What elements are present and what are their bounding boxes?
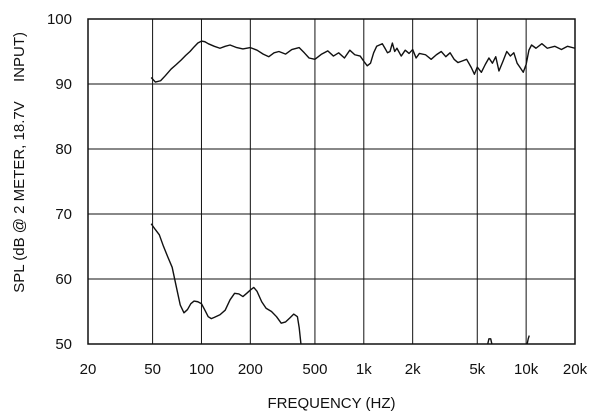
series-line-2 [150,223,302,345]
plot-frame [87,18,576,345]
y-tick-label: 50 [55,336,72,353]
y-tick-label: 70 [55,206,72,223]
y-axis-title: SPL (dB @ 2 METER, 18.7V INPUT) [11,32,28,293]
y-tick-label: 60 [55,271,72,288]
series-layer [150,40,576,345]
x-tick-label: 2k [405,361,421,378]
y-tick-label: 90 [55,76,72,93]
x-tick-label: 20 [80,361,97,378]
x-tick-label: 500 [302,361,327,378]
x-tick-label: 5k [469,361,485,378]
series-line-4 [526,335,530,345]
series-line-1 [150,40,576,83]
x-tick-label: 10k [514,361,539,378]
x-axis-title: FREQUENCY (HZ) [267,395,395,412]
y-tick-label: 80 [55,141,72,158]
series-line-3 [487,338,493,345]
y-tick-labels: 50 60 70 80 90 100 [47,11,72,353]
x-tick-label: 50 [144,361,161,378]
x-tick-label: 20k [563,361,588,378]
x-tick-label: 1k [356,361,372,378]
y-tick-label: 100 [47,11,72,28]
x-tick-label: 100 [189,361,214,378]
x-tick-labels: 20 50 100 200 500 1k 2k 5k 10k 20k [80,361,588,378]
y-axis-title-part-1: SPL (dB @ 2 METER, 18.7V [11,101,28,292]
grid [88,19,575,344]
x-tick-label: 200 [238,361,263,378]
y-axis-title-part-2: INPUT) [11,32,28,82]
